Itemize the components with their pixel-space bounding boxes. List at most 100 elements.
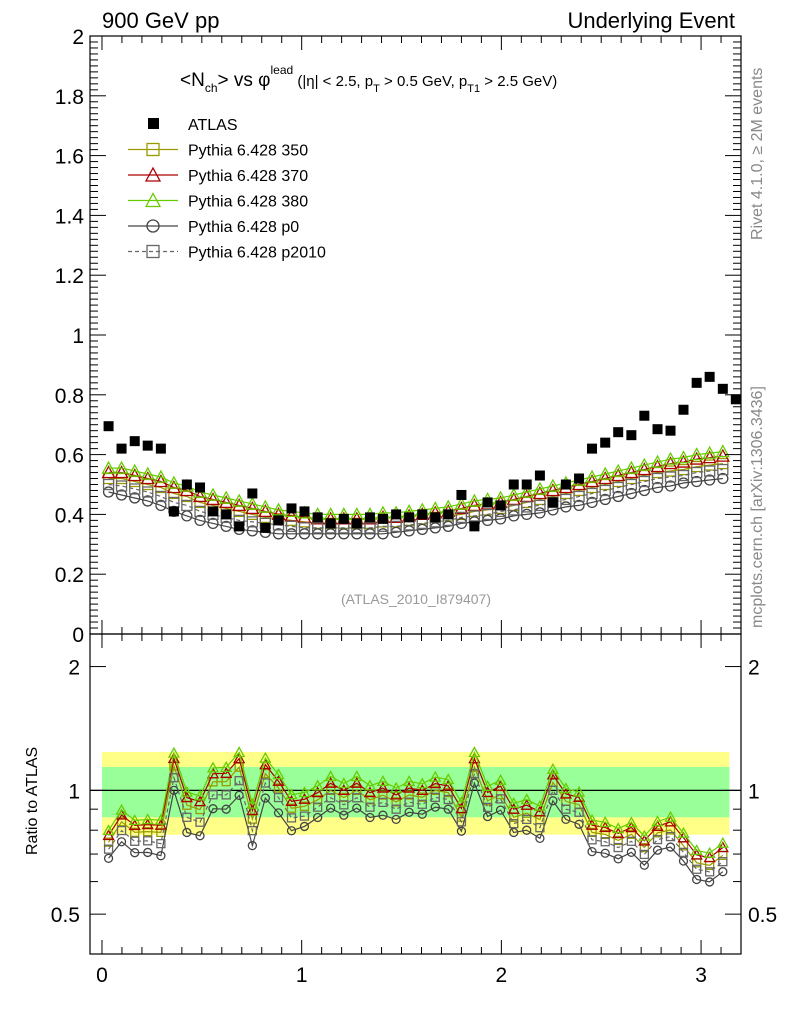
- ratio-point-p2010: [130, 836, 140, 846]
- ratio-point-p370: [246, 804, 259, 816]
- series-point-p380: [532, 481, 548, 495]
- series-point-p2010: [638, 475, 650, 488]
- series-point-p0: [651, 481, 664, 494]
- ratio-point-p2010: [652, 834, 663, 845]
- ratio-point-p2010: [665, 831, 676, 842]
- ratio-point-p370: [233, 752, 246, 764]
- atlas-point: [521, 479, 532, 490]
- series-point-p2010: [573, 490, 585, 503]
- series-point-p380: [519, 484, 534, 498]
- ratio-point-p0: [156, 851, 166, 861]
- series-point-p380: [545, 478, 560, 492]
- series-point-p0: [586, 496, 598, 509]
- series-point-p370: [114, 465, 129, 479]
- series-point-p2010: [717, 463, 729, 476]
- series-point-p0: [142, 495, 154, 507]
- ratio-point-p370: [403, 781, 416, 793]
- ratio-point-p370: [220, 766, 233, 778]
- atlas-point: [103, 421, 114, 432]
- ratio-point-p380: [115, 803, 128, 815]
- ratio-point-p370: [324, 776, 337, 788]
- main-y-tick-label: 1.2: [55, 265, 84, 288]
- ratio-point-p380: [625, 816, 638, 828]
- atlas-point: [574, 473, 585, 484]
- series-point-p350: [703, 459, 716, 471]
- series-point-p370: [258, 504, 273, 518]
- series-point-p0: [403, 525, 415, 537]
- ratio-point-p350: [613, 835, 623, 846]
- series-point-p380: [702, 445, 717, 459]
- ratio-point-p350: [600, 829, 610, 840]
- series-point-p380: [114, 460, 129, 474]
- ratio-point-p380: [599, 816, 612, 828]
- atlas-point: [195, 482, 206, 493]
- series-point-p380: [584, 469, 600, 483]
- title-main: <N: [180, 70, 205, 91]
- ratio-point-p380: [716, 836, 729, 848]
- ratio-point-p380: [612, 822, 625, 834]
- ratio-point-p0: [626, 847, 637, 857]
- series-point-p0: [377, 528, 389, 540]
- ratio-point-p380: [390, 781, 403, 793]
- atlas-point: [652, 424, 663, 435]
- ratio-point-p350: [130, 827, 140, 837]
- series-point-p380: [598, 466, 613, 480]
- series-point-p380: [258, 499, 273, 513]
- ratio-point-p380: [206, 761, 220, 773]
- ratio-point-p2010: [574, 807, 584, 817]
- series-point-p0: [194, 514, 206, 527]
- ratio-point-p370: [416, 784, 429, 796]
- ratio-point-p370: [429, 777, 442, 789]
- ratio-point-p0: [639, 860, 649, 870]
- header-right: Underlying Event: [567, 8, 735, 33]
- series-point-p2010: [246, 516, 259, 528]
- series-point-p380: [271, 502, 286, 516]
- series-point-p350: [677, 463, 690, 476]
- series-point-p380: [140, 466, 155, 480]
- atlas-point: [404, 512, 415, 523]
- series-point-p2010: [481, 508, 494, 521]
- series-point-p0: [638, 484, 650, 497]
- series-line-p0: [108, 477, 723, 535]
- ratio-point-p0: [522, 825, 532, 835]
- ratio-point-p380: [703, 846, 716, 858]
- atlas-point: [129, 436, 140, 447]
- series-point-p2010: [364, 522, 376, 534]
- ratio-point-p380: [585, 813, 599, 825]
- legend-label: Pythia 6.428 p2010: [188, 245, 326, 262]
- series-point-p0: [429, 522, 441, 534]
- ratio-y-tick-label-right: 1: [748, 780, 760, 803]
- series-point-p350: [691, 460, 703, 473]
- ratio-point-p370: [455, 802, 468, 814]
- ratio-point-p2010: [600, 837, 610, 847]
- ratio-point-p350: [286, 803, 297, 813]
- series-point-p0: [115, 489, 128, 501]
- ratio-point-p380: [311, 779, 324, 791]
- series-point-p2010: [534, 499, 546, 512]
- series-point-p2010: [521, 501, 533, 513]
- main-y-tick-label: 0.6: [55, 445, 84, 468]
- series-point-p0: [717, 472, 729, 485]
- ratio-point-p380: [180, 785, 193, 797]
- ratio-point-p0: [404, 807, 414, 817]
- atlas-point: [730, 394, 741, 405]
- ratio-point-p0: [182, 827, 192, 838]
- series-point-p370: [153, 474, 168, 488]
- atlas-point: [456, 489, 467, 500]
- atlas-point: [587, 443, 598, 454]
- ratio-point-p2010: [195, 817, 205, 827]
- series-point-p380: [454, 496, 469, 510]
- atlas-point: [181, 479, 192, 490]
- series-point-p380: [611, 463, 626, 477]
- ratio-point-p2010: [587, 835, 597, 845]
- ratio-point-p380: [651, 815, 664, 827]
- ratio-point-p370: [363, 786, 377, 798]
- series-point-p0: [220, 520, 232, 533]
- series-point-p2010: [390, 520, 402, 533]
- series-point-p380: [676, 450, 691, 464]
- series-point-p2010: [651, 472, 664, 485]
- rivet-label: Rivet 4.1.0, ≥ 2M events: [749, 68, 766, 240]
- ratio-point-p370: [376, 781, 390, 793]
- ratio-point-p2010: [260, 778, 270, 788]
- series-point-p0: [442, 520, 454, 533]
